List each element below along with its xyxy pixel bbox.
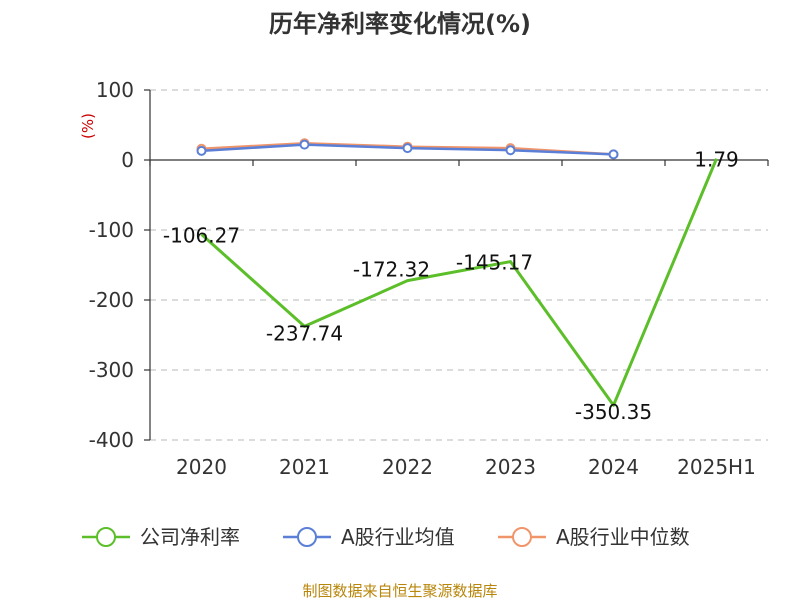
data-labels: -106.27 -237.74 -172.32 -145.17 -350.35 1.79 [163, 148, 739, 424]
data-label: 1.79 [694, 148, 739, 172]
axes: 100 0 -100 -200 -300 -400 2020 2021 2022 2023 2024… [89, 78, 769, 479]
legend-marker [297, 527, 317, 547]
x-tick-label: 2020 [176, 455, 227, 479]
series-point-1[interactable] [608, 149, 619, 160]
legend[interactable]: 公司净利率 A股行业均值 A股行业中位数 [82, 525, 690, 549]
x-tick-label: 2024 [588, 455, 639, 479]
x-tick-label: 2022 [382, 455, 433, 479]
x-tick-label: 2021 [279, 455, 330, 479]
grid-lines [150, 89, 768, 441]
series-point-1[interactable] [196, 145, 207, 156]
y-tick-label: -300 [89, 358, 134, 382]
y-tick-label: 100 [96, 78, 134, 102]
legend-marker [96, 527, 116, 547]
y-tick-label: -200 [89, 288, 134, 312]
series-point-1[interactable] [402, 143, 413, 154]
legend-item-2[interactable]: A股行业中位数 [498, 525, 690, 549]
legend-label: 公司净利率 [140, 525, 240, 549]
data-label: -350.35 [575, 400, 652, 424]
series-point-1[interactable] [505, 145, 516, 156]
data-label: -237.74 [266, 321, 343, 345]
legend-item-1[interactable]: A股行业均值 [283, 525, 455, 549]
series-point-1[interactable] [299, 139, 310, 150]
chart-title: 历年净利率变化情况(%) [269, 10, 531, 38]
legend-item-0[interactable]: 公司净利率 [82, 525, 240, 549]
y-tick-label: 0 [121, 148, 134, 172]
data-label: -172.32 [353, 258, 430, 282]
legend-marker [512, 527, 532, 547]
legend-label: A股行业均值 [341, 525, 455, 549]
legend-label: A股行业中位数 [556, 525, 690, 549]
series-line-0 [200, 158, 718, 407]
data-label: -106.27 [163, 223, 240, 247]
source-note: 制图数据来自恒生聚源数据库 [302, 582, 497, 600]
y-axis-unit: (%) [79, 113, 97, 139]
series-layer [196, 138, 718, 407]
x-tick-label: 2023 [485, 455, 536, 479]
y-tick-label: -400 [89, 428, 134, 452]
y-tick-label: -100 [89, 218, 134, 242]
data-label: -145.17 [456, 251, 533, 275]
x-tick-label: 2025H1 [677, 455, 756, 479]
